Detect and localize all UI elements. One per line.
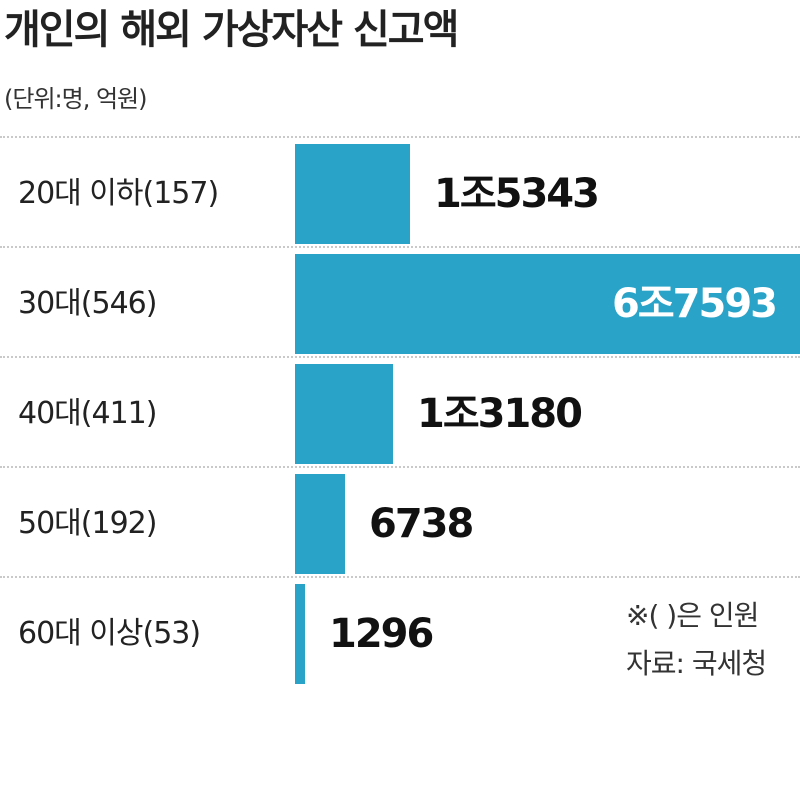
value-label: 1조5343	[434, 171, 600, 217]
bar	[295, 254, 800, 354]
bar	[295, 584, 305, 684]
category-label: 40대(411)	[18, 396, 157, 431]
bar	[295, 144, 410, 244]
value-label: 6738	[369, 501, 474, 547]
category-label: 50대(192)	[18, 506, 157, 541]
value-label: 6조7593	[612, 281, 778, 327]
value-label: 1조3180	[417, 391, 583, 437]
row-divider	[0, 466, 800, 468]
bar	[295, 364, 393, 464]
bar	[295, 474, 345, 574]
unit-label: (단위:명, 억원)	[4, 85, 147, 113]
row-divider	[0, 246, 800, 248]
chart-note: ※( )은 인원	[626, 599, 759, 632]
category-label: 30대(546)	[18, 286, 157, 321]
chart-title: 개인의 해외 가상자산 신고액	[4, 7, 459, 53]
row-divider	[0, 136, 800, 138]
source-label: 자료: 국세청	[626, 647, 767, 680]
row-divider	[0, 576, 800, 578]
category-label: 20대 이하(157)	[18, 176, 219, 211]
category-label: 60대 이상(53)	[18, 616, 201, 651]
value-label: 1296	[329, 611, 434, 657]
row-divider	[0, 356, 800, 358]
